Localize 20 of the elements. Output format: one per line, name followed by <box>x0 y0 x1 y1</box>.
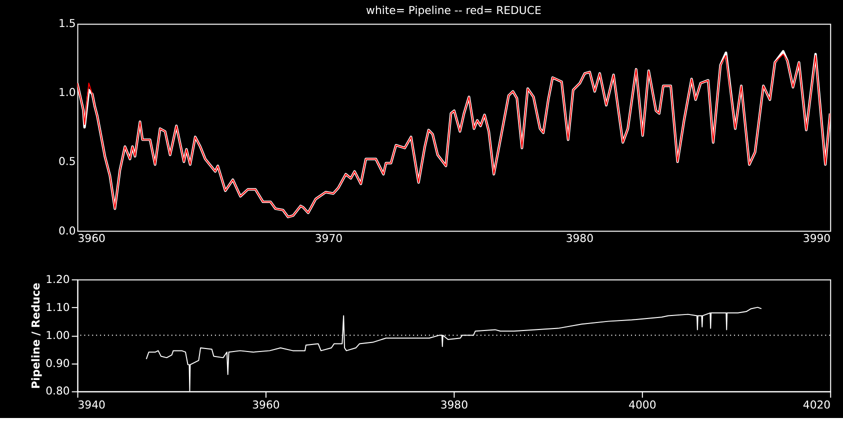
y-tick-label: 1.20 <box>46 272 70 286</box>
x-tick-label: 4000 <box>628 398 656 412</box>
x-tick-label: 3960 <box>252 398 280 412</box>
x-tick-label: 3990 <box>802 232 831 246</box>
y-axis-title: Pipeline / Reduce <box>30 282 43 389</box>
x-tick-label: 4020 <box>802 398 831 412</box>
y-tick-label: 1.0 <box>58 86 76 100</box>
x-tick-label: 3940 <box>78 398 106 412</box>
y-tick-label: 0.0 <box>58 224 76 238</box>
y-tick-label: 0.90 <box>46 356 70 370</box>
chart-title: white= Pipeline -- red= REDUCE <box>366 4 542 17</box>
y-tick-label: 1.00 <box>46 328 70 342</box>
x-tick-label: 3970 <box>314 232 343 246</box>
y-tick-label: 1.5 <box>58 17 76 30</box>
x-tick-label: 3980 <box>566 232 594 246</box>
y-tick-label: 1.10 <box>46 300 70 314</box>
x-tick-label: 3960 <box>78 232 106 246</box>
y-tick-label: 0.80 <box>46 384 70 398</box>
x-tick-label: 3980 <box>440 398 468 412</box>
y-tick-label: 0.5 <box>58 155 76 168</box>
